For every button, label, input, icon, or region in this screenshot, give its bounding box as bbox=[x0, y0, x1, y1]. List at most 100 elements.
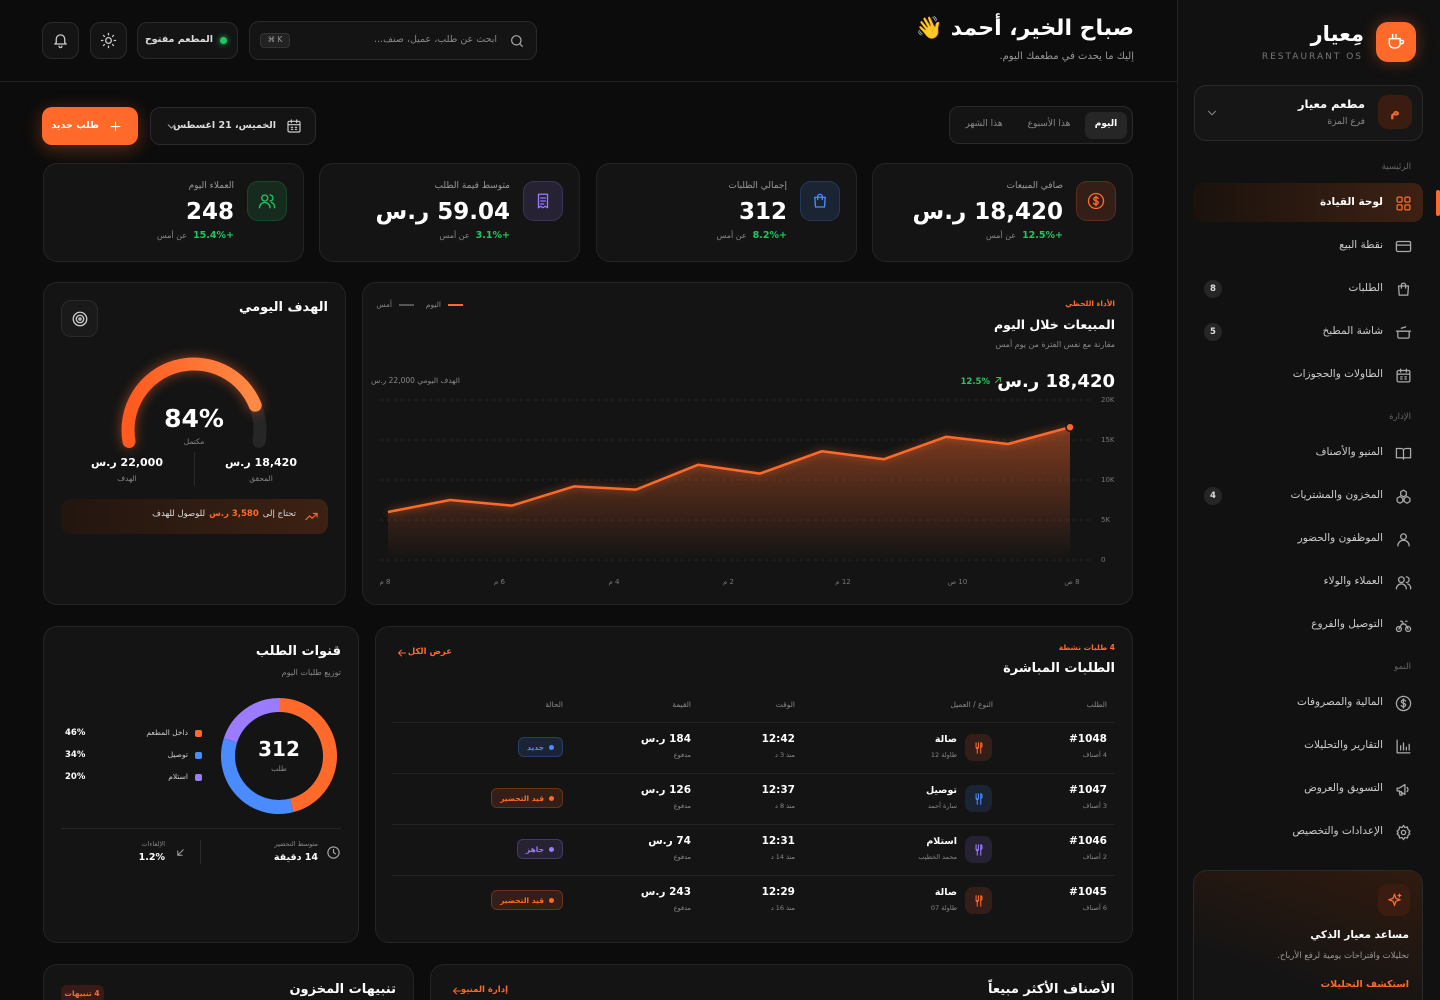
nav-badge-bg bbox=[1204, 280, 1222, 298]
nav-item[interactable]: الطاولات والحجوزات bbox=[1292, 368, 1383, 381]
icon-part bbox=[1395, 325, 1411, 332]
icon-part bbox=[332, 848, 336, 854]
period-tab[interactable]: اليوم bbox=[1094, 119, 1118, 130]
chart-title: المبيعات خلال اليوم bbox=[993, 316, 1115, 332]
order-id: #1047 bbox=[1068, 784, 1107, 797]
nav-active-bg bbox=[1193, 183, 1423, 222]
donut-segment bbox=[223, 698, 280, 743]
status-dot bbox=[549, 846, 554, 852]
order-type-icon-bg bbox=[965, 734, 992, 761]
order-time: 12:42 bbox=[761, 733, 795, 746]
kpi-label: صافي المبيعات bbox=[1006, 181, 1063, 192]
ai-link[interactable]: استكشف التحليلات bbox=[1320, 978, 1409, 990]
icon-part bbox=[814, 196, 826, 208]
remaining-suffix: للوصول للهدف bbox=[152, 509, 206, 519]
goal-achieved-label: المحقق bbox=[249, 474, 273, 484]
nav-item[interactable]: التسويق والعروض bbox=[1304, 782, 1383, 795]
nav-item[interactable]: المنيو والأصناف bbox=[1315, 446, 1383, 459]
icon-part bbox=[1395, 620, 1411, 632]
notifications-button[interactable] bbox=[42, 22, 79, 59]
x-tick-label: 8 ص bbox=[1064, 577, 1080, 586]
icon-part bbox=[1395, 695, 1411, 711]
stat-value: 14 دقيقة bbox=[273, 851, 318, 863]
order-type-icon bbox=[972, 894, 986, 908]
channel-share: 20% bbox=[65, 771, 86, 782]
channels-total-caption: طلب bbox=[271, 764, 287, 774]
top-items-arrow bbox=[451, 985, 463, 997]
icon-part bbox=[75, 314, 85, 324]
kpi-value: 18,420 ر.س bbox=[912, 198, 1064, 225]
nav-icon bbox=[1395, 445, 1412, 462]
ai-title: مساعد معيار الذكي bbox=[1310, 929, 1409, 942]
nav-item[interactable]: الإعدادات والتخصيص bbox=[1292, 825, 1383, 838]
kpi-card bbox=[872, 163, 1133, 262]
kpi-icon-bg bbox=[1076, 181, 1116, 221]
kpi-value: 248 bbox=[185, 198, 234, 225]
search-box[interactable] bbox=[249, 21, 537, 60]
top-items-link[interactable]: إدارة المنيو bbox=[460, 984, 508, 995]
order-type: صالة bbox=[934, 733, 957, 745]
kpi-note: عن أمس bbox=[156, 231, 188, 240]
ai-icon-bg bbox=[1378, 884, 1410, 916]
new-order-button[interactable] bbox=[42, 107, 138, 145]
nav-item[interactable]: الطلبات bbox=[1348, 282, 1383, 295]
goal-remaining-banner bbox=[61, 499, 328, 534]
order-items: 3 أصناف bbox=[1082, 802, 1107, 811]
nav-item[interactable]: الموظفون والحضور bbox=[1297, 532, 1383, 545]
kpi-change-row: +8.2% عن أمس bbox=[717, 230, 787, 241]
orders-card bbox=[375, 626, 1133, 943]
row-divider bbox=[392, 722, 1115, 723]
status-dot bbox=[549, 795, 554, 801]
icon-part bbox=[151, 38, 159, 44]
icon-part bbox=[1395, 367, 1411, 380]
order-type-icon-bg bbox=[965, 887, 992, 914]
search-placeholder: ابحث عن طلب، عميل، صنف... bbox=[374, 33, 497, 45]
icon-part bbox=[72, 311, 88, 327]
icon-part bbox=[1397, 575, 1405, 583]
icon-part bbox=[1395, 369, 1411, 383]
status-pill: قيد التحضير bbox=[491, 890, 563, 910]
kpi-note: عن أمس bbox=[985, 231, 1017, 240]
branch-avatar bbox=[1378, 95, 1412, 129]
status-pill: جاهز bbox=[516, 839, 563, 859]
kpi-icon bbox=[534, 192, 552, 210]
icon-part bbox=[995, 377, 1001, 383]
nav-item[interactable]: نقطة البيع bbox=[1339, 239, 1383, 252]
nav-icon bbox=[1395, 574, 1412, 591]
theme-button[interactable] bbox=[90, 22, 127, 59]
nav-item[interactable]: المخزون والمشتريات bbox=[1290, 489, 1383, 502]
nav-item[interactable]: التوصيل والفروع bbox=[1311, 618, 1383, 631]
nav-section-title: الرئيسية bbox=[1381, 161, 1411, 172]
nav-item[interactable]: المالية والمصروفات bbox=[1296, 696, 1383, 709]
nav-item[interactable]: التقارير والتحليلات bbox=[1304, 739, 1383, 752]
nav-item[interactable]: العملاء والولاء bbox=[1323, 575, 1383, 588]
status-pill: جديد bbox=[518, 737, 563, 757]
channel-dot bbox=[195, 729, 202, 737]
date-chevron bbox=[165, 120, 178, 133]
goal-target-label: الهدف bbox=[117, 474, 137, 484]
goal-percent: 84% bbox=[164, 404, 224, 434]
y-tick-label: 0 bbox=[1101, 555, 1106, 564]
kpi-value: 59.04 ر.س bbox=[375, 198, 511, 225]
icon-part bbox=[1400, 282, 1406, 289]
icon-part bbox=[287, 120, 301, 133]
icon-part bbox=[1207, 110, 1217, 116]
nav-badge-bg bbox=[1204, 487, 1222, 505]
order-id: #1046 bbox=[1068, 835, 1107, 848]
order-items: 6 أصناف bbox=[1082, 904, 1107, 913]
period-tab[interactable]: هذا الشهر bbox=[965, 119, 1003, 130]
nav-item[interactable]: شاشة المطبخ bbox=[1322, 325, 1383, 338]
nav-item[interactable]: لوحة القيادة bbox=[1319, 196, 1383, 209]
inventory-badge: 4 تنبيهات bbox=[64, 989, 100, 999]
order-ago: منذ 16 د bbox=[770, 904, 795, 913]
period-tab[interactable]: هذا الأسبوع bbox=[1027, 119, 1071, 130]
icon-part bbox=[1395, 575, 1411, 590]
icon-part bbox=[398, 649, 406, 657]
order-type: توصيل bbox=[925, 784, 957, 796]
goal-divider bbox=[194, 452, 195, 486]
orders-link[interactable]: عرض الكل bbox=[407, 646, 452, 657]
orders-title: الطلبات المباشرة bbox=[1003, 661, 1115, 677]
kpi-card bbox=[319, 163, 580, 262]
icon-part bbox=[1396, 532, 1410, 547]
